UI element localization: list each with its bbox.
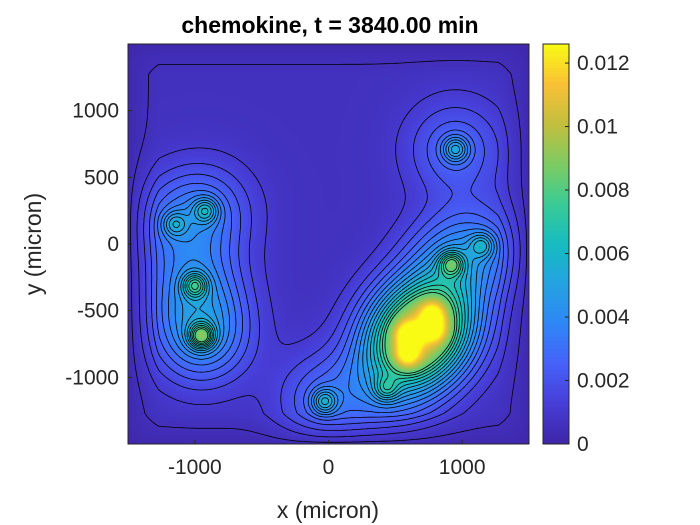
contour-level xyxy=(136,89,521,438)
colorbar-tick-label: 0.002 xyxy=(577,370,630,393)
colorbar-tick-label: 0 xyxy=(577,433,589,456)
y-axis-label: y (micron) xyxy=(20,193,46,295)
contour-level xyxy=(163,139,495,413)
contour-level xyxy=(186,253,464,394)
heatmap-image xyxy=(128,44,529,444)
colorbar-tick-label: 0.004 xyxy=(577,306,630,329)
colorbar-tick-label: 0.008 xyxy=(577,179,630,202)
y-tick-label: 1000 xyxy=(72,100,119,123)
contour-level xyxy=(149,120,509,426)
colorbar: 0 0.002 0.004 0.006 0.008 0.01 0.012 xyxy=(542,43,630,456)
x-tick-label: 1000 xyxy=(439,456,486,479)
contour-level xyxy=(143,107,515,431)
colorbar-frame xyxy=(542,43,570,445)
x-tick-label: 0 xyxy=(323,456,335,479)
chart-title: chemokine, t = 3840.00 min xyxy=(181,12,478,38)
colorbar-gradient xyxy=(543,44,569,444)
x-axis: -1000 0 1000 xyxy=(168,440,486,479)
colorbar-ticks: 0 0.002 0.004 0.006 0.008 0.01 0.012 xyxy=(565,52,630,456)
contour-level xyxy=(172,204,487,406)
y-tick-label: 0 xyxy=(107,233,119,256)
contour-level xyxy=(153,129,504,421)
plot-area xyxy=(127,43,530,445)
y-tick-label: -500 xyxy=(77,300,119,323)
colorbar-tick-label: 0.006 xyxy=(577,243,630,266)
contour-level xyxy=(194,259,458,374)
contour-level xyxy=(166,141,493,411)
contour-level xyxy=(184,207,481,396)
x-tick-label: -1000 xyxy=(168,456,222,479)
contour-level xyxy=(168,144,490,409)
y-axis: 1000 500 0 -500 -1000 xyxy=(65,100,132,389)
y-tick-label: -1000 xyxy=(65,366,119,389)
colorbar-tick-label: 0.012 xyxy=(577,52,630,75)
contour-level xyxy=(157,133,501,418)
contour-level xyxy=(188,255,462,391)
colorbar-tick-label: 0.01 xyxy=(577,116,618,139)
contour-level xyxy=(160,136,498,416)
contour-level xyxy=(130,60,527,443)
y-tick-label: 500 xyxy=(84,166,119,189)
contour-lines xyxy=(130,60,527,443)
x-axis-label: x (micron) xyxy=(277,497,379,523)
contour-level xyxy=(191,257,460,376)
